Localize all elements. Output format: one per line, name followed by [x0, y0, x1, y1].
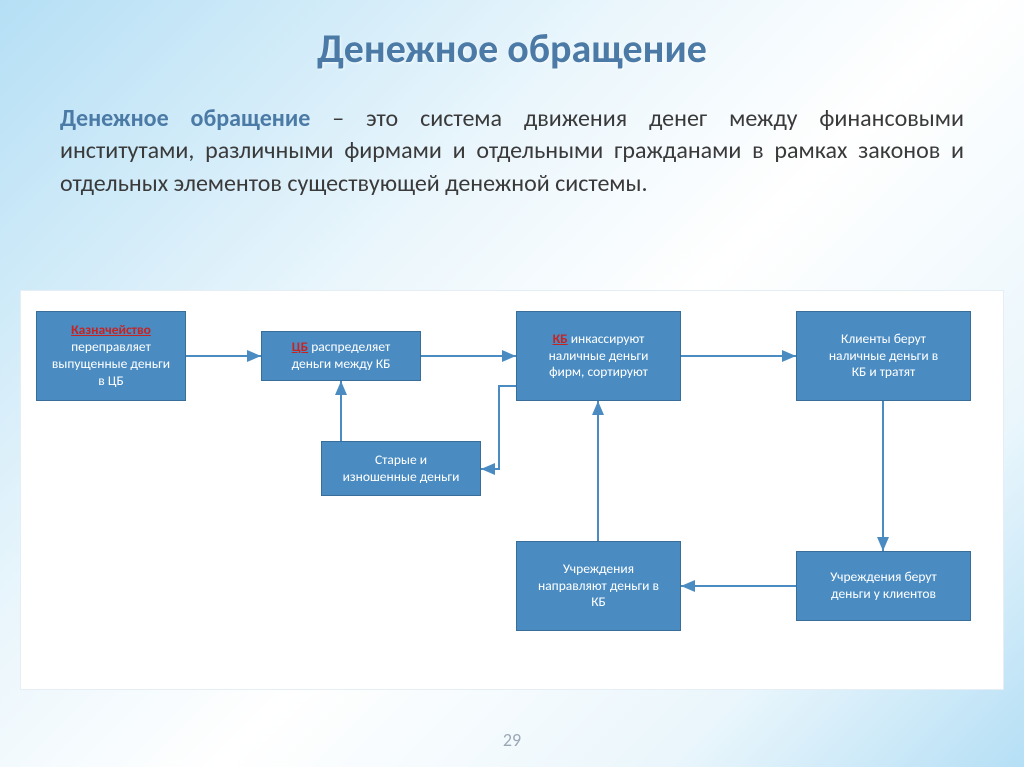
flowchart-canvas: Казначействопереправляетвыпущенные деньг…	[20, 290, 1004, 690]
flow-node-n2: ЦБ распределяетденьги между КБ	[261, 331, 421, 381]
flow-edge-n3-n5	[481, 386, 516, 469]
flow-node-n6: Учреждениянаправляют деньги вКБ	[516, 541, 681, 631]
flow-node-n4: Клиенты берутналичные деньги вКБ и тратя…	[796, 311, 971, 401]
flow-node-n7: Учреждения берутденьги у клиентов	[796, 551, 971, 621]
definition-paragraph: Денежное обращение – это система движени…	[0, 73, 1024, 210]
flow-node-n1: Казначействопереправляетвыпущенные деньг…	[36, 311, 186, 401]
definition-term: Денежное обращение	[60, 104, 310, 133]
page-number: 29	[0, 729, 1024, 751]
flow-node-n5: Старые иизношенные деньги	[321, 441, 481, 496]
flow-node-n3: КБ инкассируютналичные деньгифирм, сорти…	[516, 311, 681, 401]
slide-title: Денежное обращение	[0, 0, 1024, 73]
